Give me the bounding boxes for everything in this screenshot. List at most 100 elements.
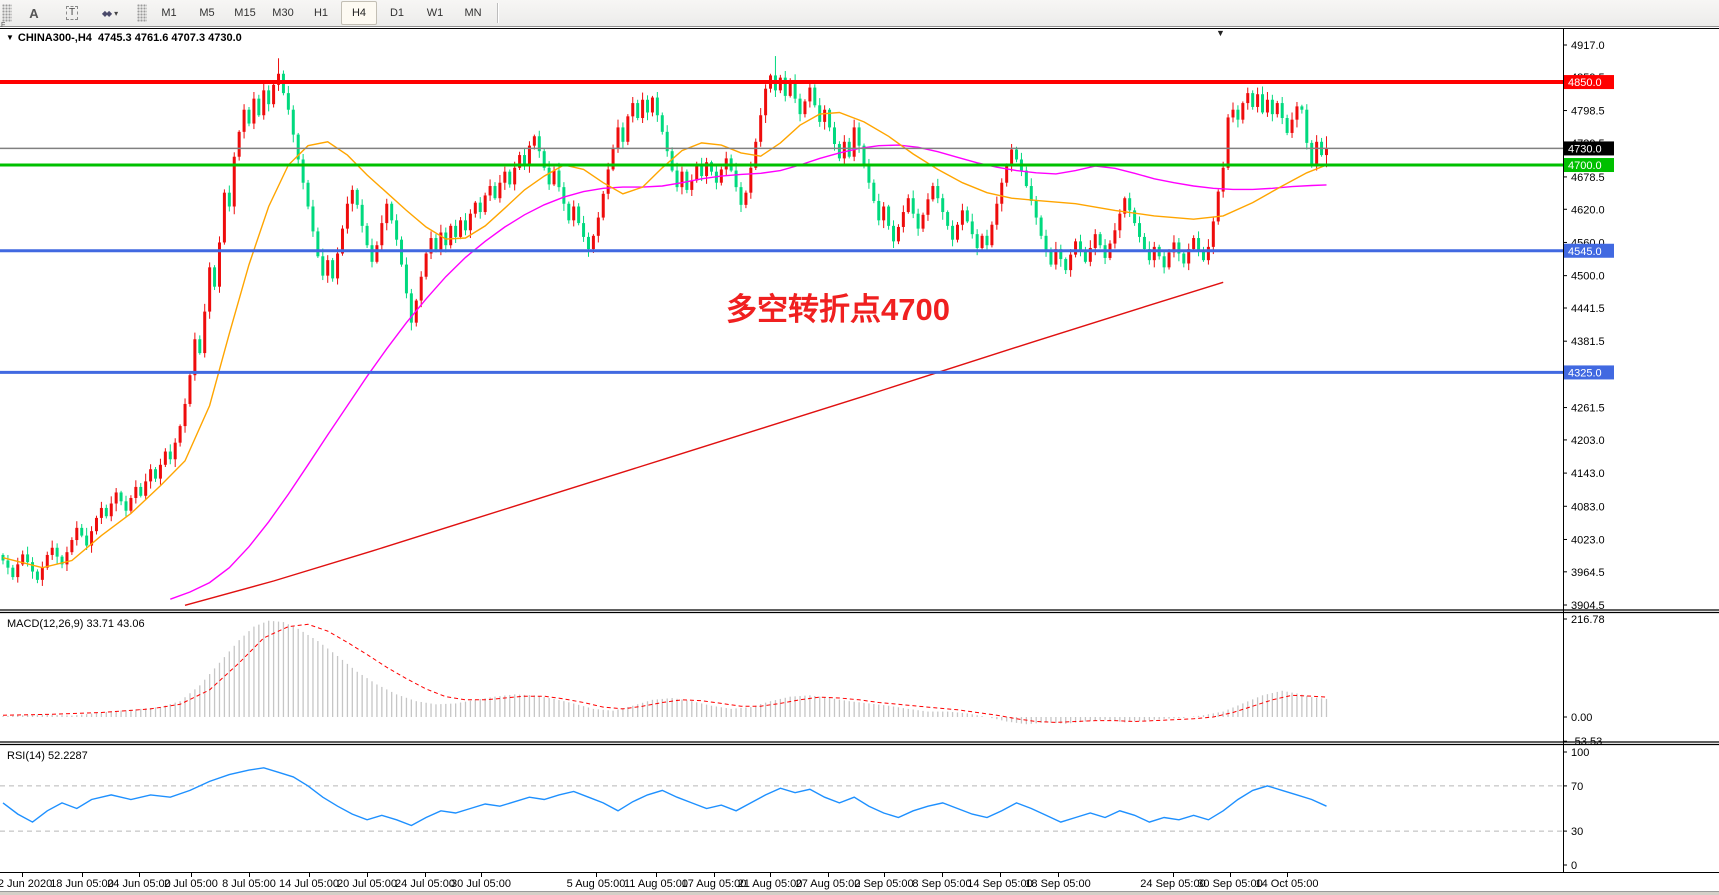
date-tick bbox=[596, 873, 597, 877]
svg-text:4678.5: 4678.5 bbox=[1571, 172, 1605, 184]
svg-text:4798.5: 4798.5 bbox=[1571, 106, 1605, 118]
svg-text:4730.0: 4730.0 bbox=[1568, 143, 1602, 155]
svg-text:216.78: 216.78 bbox=[1571, 614, 1605, 626]
svg-text:4381.5: 4381.5 bbox=[1571, 336, 1605, 348]
date-tick bbox=[828, 873, 829, 877]
date-label: 24 Sep 05:00 bbox=[1140, 878, 1206, 890]
chart-canvas[interactable]: 4917.04859.54798.54739.54678.54620.04560… bbox=[0, 28, 1719, 873]
date-tick bbox=[1230, 873, 1231, 877]
date-tick bbox=[1173, 873, 1174, 877]
date-tick bbox=[309, 873, 310, 877]
svg-text:4203.0: 4203.0 bbox=[1571, 435, 1605, 447]
date-label: 24 Jul 05:00 bbox=[395, 878, 455, 890]
date-tick bbox=[1287, 873, 1288, 877]
arrows-tool-button[interactable]: ◆◆ ▾ bbox=[92, 1, 128, 25]
timeframe-button-M1[interactable]: M1 bbox=[161, 7, 177, 19]
text-box-icon: T bbox=[65, 6, 79, 20]
date-label: 14 Oct 05:00 bbox=[1255, 878, 1319, 890]
date-tick bbox=[191, 873, 192, 877]
timeframe-button-H4[interactable]: H4 bbox=[341, 1, 377, 25]
text-label-tool-button[interactable]: A bbox=[16, 1, 52, 25]
toolbar-separator bbox=[497, 3, 498, 23]
toolbar-grip-icon-2[interactable] bbox=[137, 4, 147, 22]
date-label: 8 Jul 05:00 bbox=[222, 878, 276, 890]
timeframe-button-MN[interactable]: MN bbox=[464, 7, 482, 19]
timeframe-button-M30[interactable]: M30 bbox=[272, 7, 294, 19]
date-tick bbox=[82, 873, 83, 877]
timeframe-button-group: M1 M5 M15 M30 H1 H4 D1 W1 MN bbox=[150, 0, 492, 26]
timeframe-button-H1[interactable]: H1 bbox=[313, 7, 329, 19]
timeframe-button-D1[interactable]: D1 bbox=[389, 7, 405, 19]
rsi-indicator-label: RSI(14) 52.2287 bbox=[7, 750, 88, 762]
svg-text:0: 0 bbox=[1571, 860, 1577, 872]
date-label: 12 Jun 2020 bbox=[0, 878, 53, 890]
text-label-icon: A bbox=[29, 5, 39, 21]
date-tick bbox=[1000, 873, 1001, 877]
date-tick bbox=[425, 873, 426, 877]
svg-text:4917.0: 4917.0 bbox=[1571, 40, 1605, 52]
svg-text:4441.5: 4441.5 bbox=[1571, 303, 1605, 315]
date-label: 5 Aug 05:00 bbox=[566, 878, 626, 890]
svg-text:3904.5: 3904.5 bbox=[1571, 600, 1605, 612]
svg-text:4261.5: 4261.5 bbox=[1571, 403, 1605, 415]
timeframe-button-M15[interactable]: M15 bbox=[234, 7, 256, 19]
macd-indicator-label: MACD(12,26,9) 33.71 43.06 bbox=[7, 618, 145, 630]
svg-text:-53.53: -53.53 bbox=[1571, 736, 1602, 748]
date-label: 18 Sep 05:00 bbox=[1025, 878, 1091, 890]
date-tick bbox=[1058, 873, 1059, 877]
svg-text:4023.0: 4023.0 bbox=[1571, 534, 1605, 546]
svg-text:4545.0: 4545.0 bbox=[1568, 246, 1602, 258]
text-box-tool-button[interactable]: T bbox=[54, 1, 90, 25]
svg-text:4500.0: 4500.0 bbox=[1571, 271, 1605, 283]
svg-text:3964.5: 3964.5 bbox=[1571, 567, 1605, 579]
chevron-down-icon: ▾ bbox=[114, 8, 119, 18]
title-triangle-icon: ▼ bbox=[6, 33, 14, 42]
date-tick bbox=[884, 873, 885, 877]
chart-title: ▼ CHINA300-,H4 4745.3 4761.6 4707.3 4730.… bbox=[6, 32, 242, 44]
window-bottom-edge bbox=[0, 891, 1719, 895]
timeframe-button-W1[interactable]: W1 bbox=[426, 7, 444, 19]
date-tick bbox=[22, 873, 23, 877]
date-label: 27 Aug 05:00 bbox=[795, 878, 861, 890]
date-tick bbox=[139, 873, 140, 877]
svg-text:4700.0: 4700.0 bbox=[1568, 160, 1602, 172]
symbol-period-label: CHINA300-,H4 bbox=[17, 32, 92, 44]
date-label: 20 Jul 05:00 bbox=[337, 878, 397, 890]
date-label: 11 Aug 05:00 bbox=[623, 878, 689, 890]
grip-f-label: F bbox=[1, 22, 6, 29]
arrows-icon: ◆◆ bbox=[101, 8, 112, 18]
chart-shift-marker-icon[interactable]: ▼ bbox=[1216, 28, 1225, 38]
date-label: 14 Jul 05:00 bbox=[279, 878, 339, 890]
date-tick bbox=[656, 873, 657, 877]
ohlc-values: 4745.3 4761.6 4707.3 4730.0 bbox=[98, 32, 242, 44]
date-label: 30 Jul 05:00 bbox=[451, 878, 511, 890]
svg-text:70: 70 bbox=[1571, 781, 1583, 793]
date-tick bbox=[367, 873, 368, 877]
svg-text:4850.0: 4850.0 bbox=[1568, 77, 1602, 89]
date-tick bbox=[770, 873, 771, 877]
date-label: 30 Sep 05:00 bbox=[1197, 878, 1263, 890]
date-label: 21 Aug 05:00 bbox=[737, 878, 803, 890]
svg-text:4325.0: 4325.0 bbox=[1568, 367, 1602, 379]
date-label: 17 Aug 05:00 bbox=[681, 878, 747, 890]
svg-text:0.00: 0.00 bbox=[1571, 712, 1592, 724]
toolbar-grip-icon[interactable]: F bbox=[1, 4, 12, 29]
svg-text:100: 100 bbox=[1571, 747, 1589, 759]
date-tick bbox=[481, 873, 482, 877]
date-label: 8 Sep 05:00 bbox=[912, 878, 972, 890]
date-tick bbox=[249, 873, 250, 877]
svg-text:4620.0: 4620.0 bbox=[1571, 204, 1605, 216]
date-label: 14 Sep 05:00 bbox=[967, 878, 1033, 890]
date-label: 24 Jun 05:00 bbox=[107, 878, 171, 890]
svg-text:4143.0: 4143.0 bbox=[1571, 468, 1605, 480]
toolbar: F A T ◆◆ ▾ M1 M5 M15 M30 H1 H4 D1 W1 MN bbox=[0, 0, 1719, 29]
chart-text-annotation[interactable]: 多空转折点4700 bbox=[726, 292, 950, 327]
svg-text:4083.0: 4083.0 bbox=[1571, 501, 1605, 513]
timeframe-button-M5[interactable]: M5 bbox=[199, 7, 215, 19]
svg-text:30: 30 bbox=[1571, 826, 1583, 838]
date-label: 18 Jun 05:00 bbox=[50, 878, 114, 890]
date-tick bbox=[942, 873, 943, 877]
date-tick bbox=[714, 873, 715, 877]
